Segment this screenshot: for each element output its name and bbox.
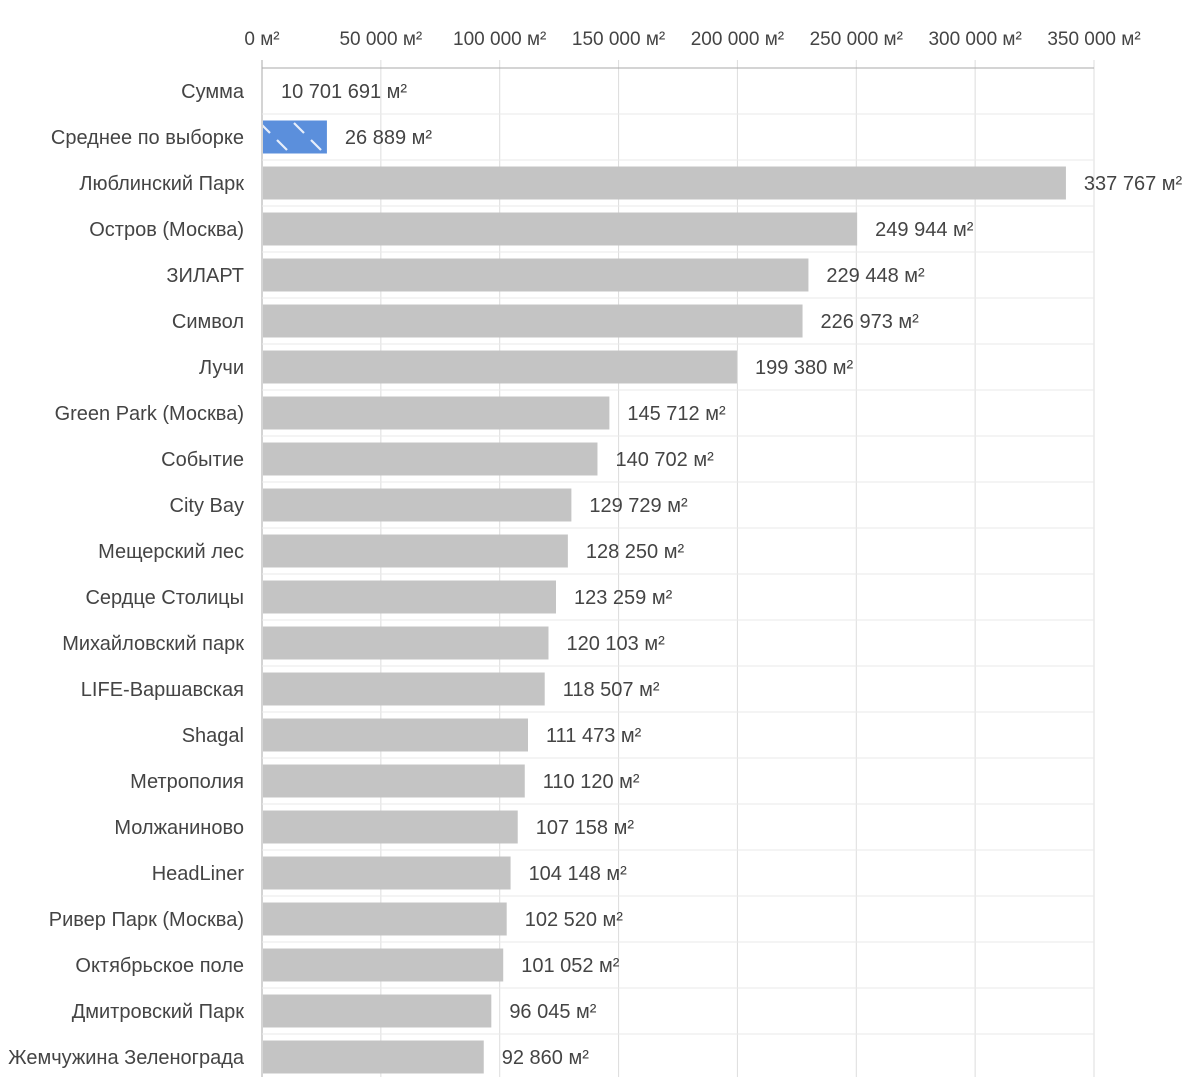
data-label: 120 103 м² [567,633,666,655]
data-label: 129 729 м² [589,495,688,517]
bar-average [263,120,327,154]
x-tick-label: 200 000 м² [691,29,784,50]
data-label: 92 860 м² [502,1047,589,1069]
category-label: Символ [172,311,244,333]
bar [263,1040,484,1074]
data-label: 118 507 м² [563,679,660,701]
category-label: Люблинский Парк [79,173,244,195]
data-label: 102 520 м² [525,909,624,931]
bar [263,258,809,292]
category-label: Метрополия [130,771,244,793]
bar [263,902,507,936]
category-label: Молжаниново [114,817,244,839]
bars [263,120,1066,1074]
category-label: Мещерский лес [98,541,244,563]
category-label: Shagal [182,725,244,747]
data-label: 104 148 м² [529,863,628,885]
data-label: 110 120 м² [543,771,640,793]
x-tick-label: 350 000 м² [1047,29,1140,50]
bar [263,442,598,476]
x-tick-label: 150 000 м² [572,29,665,50]
bar [263,304,803,338]
category-label: Жемчужина Зеленограда [8,1047,245,1069]
category-label: Дмитровский Парк [72,1001,245,1023]
data-label: 10 701 691 м² [281,81,407,103]
bar [263,672,545,706]
bar [263,580,557,614]
category-label: Лучи [199,357,244,379]
category-label: ЗИЛАРТ [166,265,244,287]
data-label: 140 702 м² [615,449,714,471]
x-tick-label: 300 000 м² [928,29,1021,50]
bar [263,810,518,844]
category-label: Сердце Столицы [85,587,244,609]
x-tick-label: 0 м² [244,29,279,50]
category-label: Среднее по выборке [51,127,244,149]
x-tick-label: 100 000 м² [453,29,546,50]
data-label: 107 158 м² [536,817,635,839]
bar [263,212,858,246]
x-axis-ticks: 0 м² 50 000 м² 100 000 м² 150 000 м² 200 000… [244,29,1140,50]
labels: Сумма 10 701 691 м² Среднее по выборке 26 8… [8,81,1182,1069]
bar [263,856,511,890]
data-label: 229 448 м² [826,265,925,287]
bar [263,534,568,568]
category-label: Ривер Парк (Москва) [49,909,244,931]
bar [263,948,504,982]
data-label: 96 045 м² [509,1001,596,1023]
data-label: 111 473 м² [546,725,642,747]
category-label: Событие [161,449,244,471]
bar [263,166,1066,200]
category-label: LIFE-Варшавская [81,679,244,701]
category-label: Остров (Москва) [89,219,244,241]
data-label: 337 767 м² [1084,173,1183,195]
bar [263,350,737,384]
category-label: Октябрьское поле [75,955,244,977]
bar [263,718,528,752]
data-label: 249 944 м² [875,219,974,241]
bar [263,764,525,798]
data-label: 226 973 м² [821,311,920,333]
data-label: 26 889 м² [345,127,432,149]
data-label: 128 250 м² [586,541,685,563]
bar [263,994,492,1028]
bar [263,488,572,522]
data-label: 199 380 м² [755,357,854,379]
category-label: Сумма [181,81,245,103]
bar [263,626,549,660]
category-label: Михайловский парк [62,633,244,655]
data-label: 145 712 м² [627,403,726,425]
data-label: 123 259 м² [574,587,673,609]
data-label: 101 052 м² [521,955,620,977]
x-tick-label: 50 000 м² [339,29,422,50]
category-label: HeadLiner [152,863,245,885]
category-label: Green Park (Москва) [55,403,244,425]
category-label: City Bay [170,495,244,517]
bar [263,396,610,430]
x-tick-label: 250 000 м² [810,29,903,50]
